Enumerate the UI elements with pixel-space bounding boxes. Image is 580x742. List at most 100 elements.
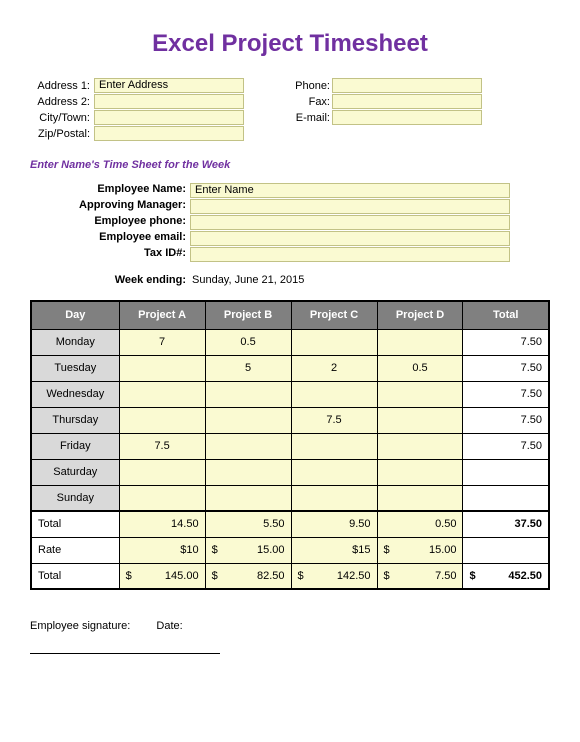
cell-hours[interactable] — [291, 433, 377, 459]
cell-hours[interactable] — [377, 407, 463, 433]
label-emp-email: Employee email: — [70, 231, 190, 246]
cell-hours[interactable] — [291, 459, 377, 485]
label-address2: Address 2: — [30, 96, 94, 108]
input-emp-tax[interactable] — [190, 247, 510, 262]
label-fax: Fax: — [284, 96, 332, 108]
cell-hours[interactable]: 2 — [291, 355, 377, 381]
label-email: E-mail: — [284, 112, 332, 124]
cell-hours[interactable] — [291, 381, 377, 407]
cell-hours[interactable] — [377, 433, 463, 459]
label-phone: Phone: — [284, 80, 332, 92]
cell-hours[interactable]: 0.5 — [377, 355, 463, 381]
cell-total-pb: 5.50 — [205, 511, 291, 537]
cell-hours[interactable]: 0.5 — [205, 329, 291, 355]
cell-row-total — [463, 485, 549, 511]
cell-day: Monday — [31, 329, 119, 355]
cell-hours[interactable]: 7.5 — [291, 407, 377, 433]
cell-total-sum: 37.50 — [463, 511, 549, 537]
label-zip: Zip/Postal: — [30, 128, 94, 140]
row-rate: Rate $10 $15.00 $15 $15.00 — [31, 537, 549, 563]
table-row: Friday7.57.50 — [31, 433, 549, 459]
input-phone[interactable] — [332, 78, 482, 93]
cell-hours[interactable] — [119, 485, 205, 511]
cell-row-total: 7.50 — [463, 329, 549, 355]
cell-hours[interactable] — [205, 407, 291, 433]
label-emp-mgr: Approving Manager: — [70, 199, 190, 214]
th-day: Day — [31, 301, 119, 329]
cell-hours[interactable] — [291, 329, 377, 355]
table-row: Saturday — [31, 459, 549, 485]
input-emp-name[interactable]: Enter Name — [190, 183, 510, 198]
table-row: Tuesday 520.57.50 — [31, 355, 549, 381]
label-emp-phone: Employee phone: — [70, 215, 190, 230]
input-fax[interactable] — [332, 94, 482, 109]
label-address1: Address 1: — [30, 80, 94, 92]
cell-rate-pc[interactable]: $15 — [291, 537, 377, 563]
cell-rate-pb[interactable]: $15.00 — [205, 537, 291, 563]
address-block: Address 1: Enter Address Address 2: City… — [30, 78, 244, 141]
cell-row-total: 7.50 — [463, 381, 549, 407]
th-project-b: Project B — [205, 301, 291, 329]
cell-hours[interactable]: 7 — [119, 329, 205, 355]
page-title: Excel Project Timesheet — [30, 30, 550, 58]
cell-hours[interactable] — [205, 485, 291, 511]
cell-grand-pa: $145.00 — [119, 563, 205, 589]
label-emp-signature: Employee signature: — [30, 620, 130, 632]
cell-day: Sunday — [31, 485, 119, 511]
signature-block: Employee signature: Date: — [30, 620, 550, 654]
cell-day: Tuesday — [31, 355, 119, 381]
th-project-d: Project D — [377, 301, 463, 329]
cell-hours[interactable] — [291, 485, 377, 511]
cell-hours[interactable]: 7.5 — [119, 433, 205, 459]
address-contact-block: Address 1: Enter Address Address 2: City… — [30, 78, 550, 141]
input-emp-email[interactable] — [190, 231, 510, 246]
cell-hours[interactable]: 5 — [205, 355, 291, 381]
value-week-ending: Sunday, June 21, 2015 — [190, 274, 304, 286]
cell-rate-total — [463, 537, 549, 563]
label-emp-name: Employee Name: — [70, 183, 190, 198]
cell-hours[interactable] — [119, 381, 205, 407]
cell-row-total — [463, 459, 549, 485]
input-emp-phone[interactable] — [190, 215, 510, 230]
cell-hours[interactable] — [119, 407, 205, 433]
cell-total-pd: 0.50 — [377, 511, 463, 537]
cell-rate-pa[interactable]: $10 — [119, 537, 205, 563]
label-emp-tax: Tax ID#: — [70, 247, 190, 262]
table-row: Monday70.5 7.50 — [31, 329, 549, 355]
cell-rate-pd[interactable]: $15.00 — [377, 537, 463, 563]
cell-grand-pd: $7.50 — [377, 563, 463, 589]
th-total: Total — [463, 301, 549, 329]
timesheet-table: Day Project A Project B Project C Projec… — [30, 300, 550, 590]
cell-hours[interactable] — [377, 381, 463, 407]
cell-hours[interactable] — [205, 433, 291, 459]
cell-day: Thursday — [31, 407, 119, 433]
cell-day: Saturday — [31, 459, 119, 485]
table-row: Sunday — [31, 485, 549, 511]
cell-grand-pb: $82.50 — [205, 563, 291, 589]
input-city[interactable] — [94, 110, 244, 125]
subtitle: Enter Name's Time Sheet for the Week — [30, 159, 550, 171]
label-city: City/Town: — [30, 112, 94, 124]
employee-block: Employee Name: Enter Name Approving Mana… — [70, 183, 550, 262]
input-emp-mgr[interactable] — [190, 199, 510, 214]
signature-line[interactable] — [30, 636, 220, 654]
input-email[interactable] — [332, 110, 482, 125]
cell-hours[interactable] — [377, 329, 463, 355]
cell-hours[interactable] — [205, 381, 291, 407]
cell-row-total: 7.50 — [463, 407, 549, 433]
cell-hours[interactable] — [119, 459, 205, 485]
cell-hours[interactable] — [119, 355, 205, 381]
input-zip[interactable] — [94, 126, 244, 141]
cell-hours[interactable] — [377, 485, 463, 511]
week-ending-row: Week ending: Sunday, June 21, 2015 — [70, 274, 550, 286]
cell-row-total: 7.50 — [463, 355, 549, 381]
th-project-c: Project C — [291, 301, 377, 329]
cell-hours[interactable] — [377, 459, 463, 485]
row-grand-total: Total $145.00 $82.50 $142.50 $7.50 $452.… — [31, 563, 549, 589]
cell-total-pa: 14.50 — [119, 511, 205, 537]
label-week-ending: Week ending: — [70, 274, 190, 286]
contact-block: Phone: Fax: E-mail: — [284, 78, 482, 141]
cell-hours[interactable] — [205, 459, 291, 485]
input-address1[interactable]: Enter Address — [94, 78, 244, 93]
input-address2[interactable] — [94, 94, 244, 109]
